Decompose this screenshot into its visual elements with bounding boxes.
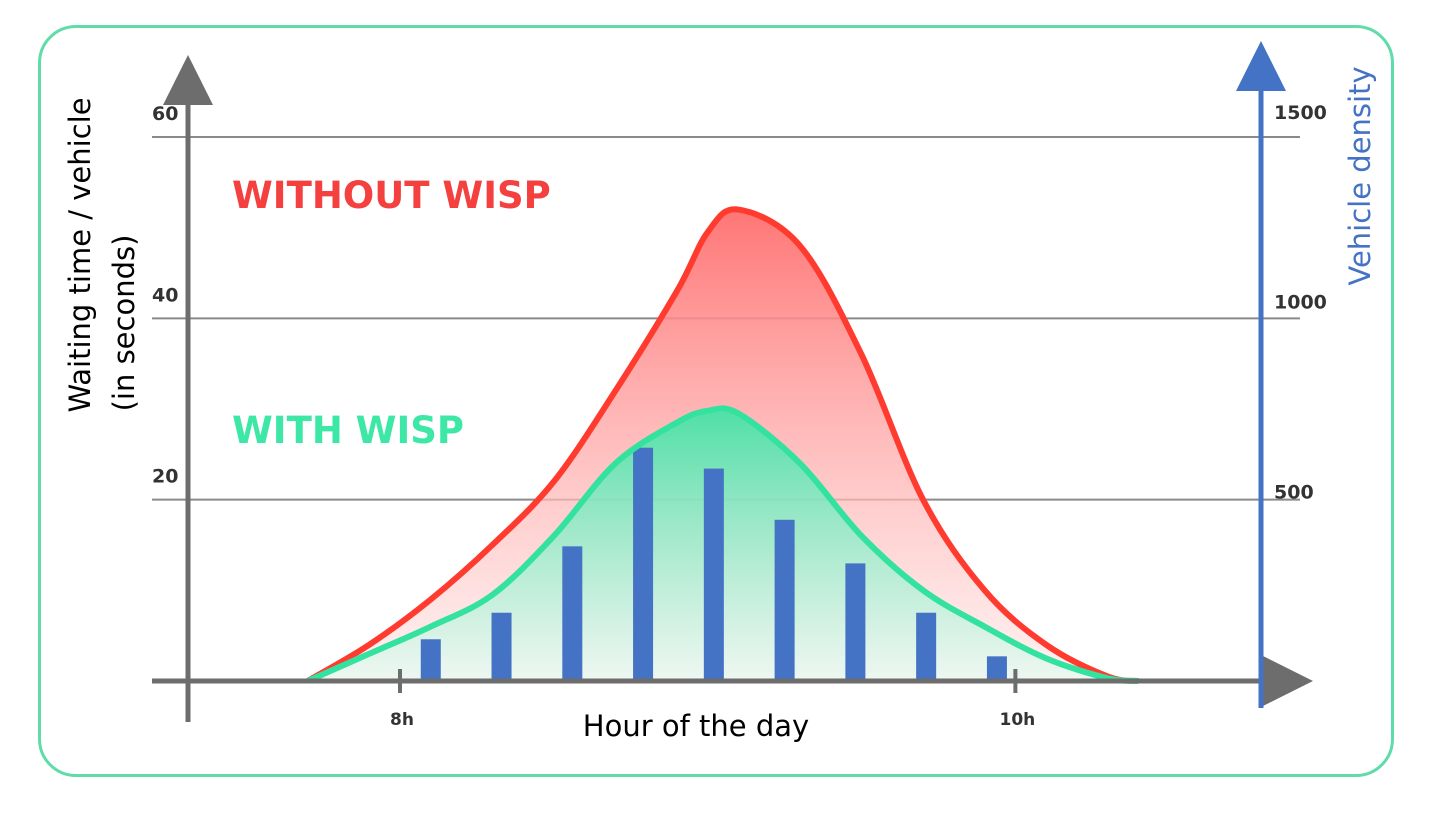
y2-tick-label: 1000 bbox=[1274, 292, 1327, 314]
y-axis-title-line1: Waiting time / vehicle bbox=[63, 97, 97, 412]
chart-card bbox=[38, 25, 1394, 777]
y2-tick-label: 500 bbox=[1274, 481, 1314, 503]
y2-axis-title: Vehicle density bbox=[1343, 66, 1377, 285]
y2-tick-label: 1500 bbox=[1274, 102, 1327, 124]
density-bar bbox=[420, 639, 441, 681]
x-axis-title: Hour of the day bbox=[583, 709, 809, 743]
density-bar bbox=[916, 612, 937, 681]
density-bar bbox=[703, 468, 724, 681]
line-with-wisp bbox=[306, 405, 1139, 684]
density-bar bbox=[845, 563, 866, 681]
density-bar bbox=[986, 656, 1007, 681]
x-tick-label: 10h bbox=[1000, 710, 1036, 730]
y-tick-label: 60 bbox=[152, 103, 178, 125]
line-without-wisp bbox=[306, 206, 1139, 684]
y-axis-title-line2: (in seconds) bbox=[107, 235, 141, 412]
ticks: 20 40 60 500 1000 1500 8h 10h bbox=[152, 102, 1327, 730]
series-label-with-wisp: WITH WISP bbox=[232, 409, 464, 452]
density-bar bbox=[633, 447, 654, 681]
y-tick-label: 40 bbox=[152, 284, 178, 306]
density-bar bbox=[774, 519, 795, 681]
series-label-without-wisp: WITHOUT WISP bbox=[232, 174, 551, 217]
x-tick-label: 8h bbox=[390, 710, 414, 730]
series-lines bbox=[306, 206, 1139, 684]
density-bar bbox=[562, 546, 583, 681]
density-bar bbox=[491, 612, 512, 681]
density-bars bbox=[420, 447, 1007, 681]
y-tick-label: 20 bbox=[152, 466, 178, 488]
